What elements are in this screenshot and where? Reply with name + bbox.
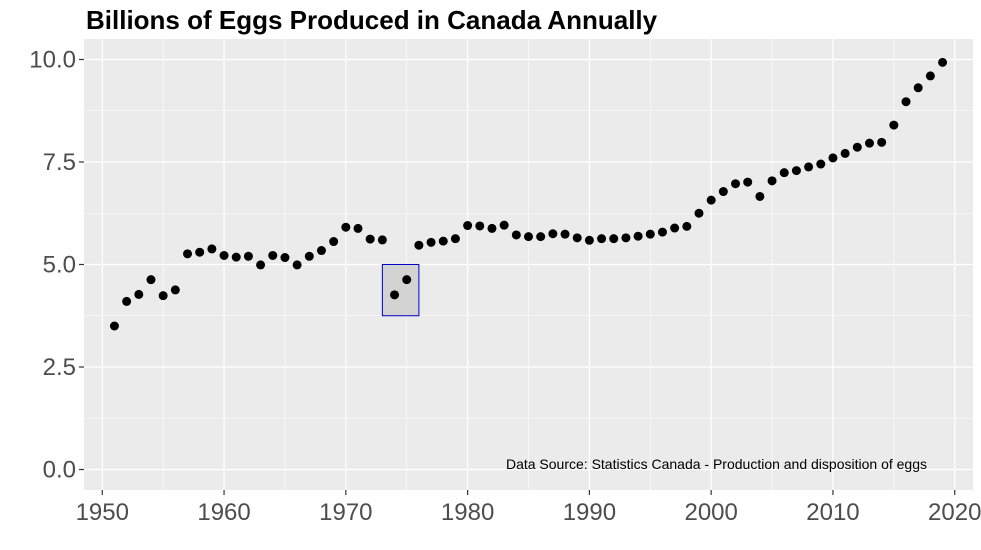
data-point bbox=[377, 235, 387, 245]
data-point bbox=[840, 148, 850, 158]
data-point bbox=[402, 275, 412, 285]
data-point bbox=[329, 237, 339, 247]
data-point bbox=[158, 291, 168, 301]
y-tick-label: 2.5 bbox=[43, 354, 76, 381]
data-point bbox=[572, 233, 582, 243]
x-tick-label: 2020 bbox=[928, 499, 981, 526]
x-tick-label: 1950 bbox=[76, 499, 129, 526]
data-point bbox=[828, 153, 838, 163]
x-tick-label: 1980 bbox=[441, 499, 494, 526]
data-point bbox=[231, 252, 241, 262]
y-tick-label: 0.0 bbox=[43, 457, 76, 484]
data-point bbox=[292, 260, 302, 270]
data-point bbox=[463, 221, 473, 231]
data-point bbox=[536, 232, 546, 242]
data-point bbox=[146, 275, 156, 285]
data-point bbox=[633, 231, 643, 241]
data-point bbox=[341, 222, 351, 232]
y-tick-label: 7.5 bbox=[43, 149, 76, 176]
data-point bbox=[913, 83, 923, 93]
data-point bbox=[353, 223, 363, 233]
major-gridlines bbox=[84, 39, 973, 490]
data-point bbox=[682, 221, 692, 231]
data-point bbox=[511, 230, 521, 240]
data-point bbox=[718, 187, 728, 197]
x-tick-label: 2000 bbox=[684, 499, 737, 526]
x-tick-label: 1960 bbox=[197, 499, 250, 526]
data-point bbox=[743, 177, 753, 187]
data-point bbox=[268, 250, 278, 260]
data-point bbox=[109, 321, 119, 331]
x-tick-label: 1970 bbox=[319, 499, 372, 526]
data-point bbox=[183, 249, 193, 259]
data-point bbox=[475, 221, 485, 231]
data-point bbox=[365, 234, 375, 244]
data-point bbox=[548, 229, 558, 239]
data-point bbox=[414, 240, 424, 250]
data-point bbox=[134, 289, 144, 299]
data-point bbox=[938, 57, 948, 67]
data-point bbox=[925, 71, 935, 81]
x-tick-label: 2010 bbox=[806, 499, 859, 526]
data-point bbox=[670, 223, 680, 233]
data-point bbox=[560, 229, 570, 239]
data-point bbox=[122, 296, 132, 306]
data-point bbox=[731, 179, 741, 189]
data-point bbox=[645, 229, 655, 239]
data-point bbox=[816, 159, 826, 169]
data-points bbox=[109, 57, 948, 331]
data-point bbox=[438, 236, 448, 246]
data-point bbox=[706, 195, 716, 205]
data-point bbox=[584, 235, 594, 245]
data-point bbox=[207, 244, 217, 254]
data-point bbox=[864, 138, 874, 148]
x-tick-label: 1990 bbox=[563, 499, 616, 526]
y-tick-label: 10.0 bbox=[29, 47, 76, 74]
data-point bbox=[804, 162, 814, 172]
plot-area: Data Source: Statistics Canada - Product… bbox=[84, 39, 973, 490]
data-point bbox=[219, 250, 229, 260]
chart-title: Billions of Eggs Produced in Canada Annu… bbox=[86, 5, 658, 35]
data-point bbox=[524, 232, 533, 242]
data-point bbox=[791, 166, 801, 176]
y-tick-label: 5.0 bbox=[43, 252, 76, 279]
data-point bbox=[499, 220, 509, 230]
highlight-box bbox=[381, 264, 420, 317]
data-point bbox=[450, 234, 460, 244]
data-point bbox=[901, 97, 911, 107]
data-point bbox=[694, 208, 704, 218]
data-point bbox=[243, 251, 253, 261]
x-axis: 1950 1960 1970 1980 1990 2000 2010 2020 bbox=[76, 490, 981, 526]
data-point bbox=[170, 285, 180, 295]
data-source-caption: Data Source: Statistics Canada - Product… bbox=[506, 456, 927, 472]
data-point bbox=[755, 191, 765, 201]
data-point bbox=[256, 260, 266, 270]
data-point bbox=[487, 223, 497, 233]
data-point bbox=[767, 176, 777, 186]
data-point bbox=[779, 168, 789, 178]
data-point bbox=[889, 120, 899, 130]
data-point bbox=[877, 137, 887, 147]
data-point bbox=[609, 234, 619, 244]
y-axis: 0.0 2.5 5.0 7.5 10.0 bbox=[29, 47, 84, 484]
data-point bbox=[304, 251, 314, 261]
data-point bbox=[316, 246, 326, 256]
data-point bbox=[280, 253, 290, 263]
data-point bbox=[597, 234, 607, 244]
data-point bbox=[621, 233, 631, 243]
data-point bbox=[657, 227, 667, 237]
data-point bbox=[195, 247, 205, 257]
data-point bbox=[852, 142, 862, 152]
data-point bbox=[426, 237, 436, 247]
data-point bbox=[390, 290, 400, 300]
